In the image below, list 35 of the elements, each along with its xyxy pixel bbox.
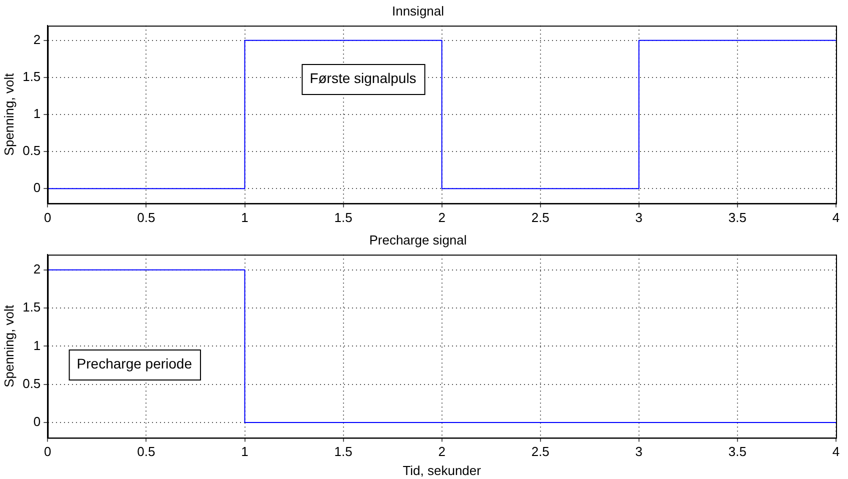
x-tick-label: 0 bbox=[44, 444, 52, 460]
x-tick-label: 0.5 bbox=[137, 444, 156, 460]
x-tick-label: 2.5 bbox=[531, 210, 550, 225]
x-tick-label: 1.5 bbox=[334, 444, 352, 460]
y-tick-label: 0 bbox=[33, 180, 41, 196]
y-tick-label: 2 bbox=[33, 261, 41, 276]
x-tick-label: 2 bbox=[438, 210, 446, 225]
x-tick-label: 0 bbox=[44, 210, 52, 225]
x-tick-label: 1 bbox=[241, 210, 248, 225]
y-tick-label: 1 bbox=[33, 338, 41, 353]
x-tick-label: 2 bbox=[438, 444, 446, 460]
x-tick-label: 2.5 bbox=[531, 444, 550, 460]
y-tick-label: 1 bbox=[33, 106, 41, 122]
y-tick-label: 0.5 bbox=[22, 143, 41, 158]
x-tick-label: 3.5 bbox=[728, 210, 746, 225]
x-tick-label: 1 bbox=[241, 444, 248, 460]
annotation: Precharge periode bbox=[76, 355, 192, 372]
y-tick-label: 0 bbox=[33, 414, 41, 430]
chart-title: Precharge signal bbox=[369, 232, 467, 248]
y-tick-label: 1.5 bbox=[22, 69, 41, 84]
y-axis-title: Spenning, volt bbox=[1, 72, 16, 156]
x-tick-label: 0.5 bbox=[137, 210, 156, 225]
y-tick-label: 2 bbox=[33, 32, 41, 47]
x-tick-label: 1.5 bbox=[334, 210, 352, 225]
annotation: Første signalpuls bbox=[310, 70, 416, 86]
y-axis-title: Spenning, volt bbox=[1, 304, 16, 388]
y-tick-label: 1.5 bbox=[22, 300, 41, 315]
x-tick-label: 3 bbox=[635, 444, 643, 460]
x-tick-label: 3.5 bbox=[728, 444, 746, 460]
x-tick-label: 4 bbox=[832, 210, 840, 225]
chart-title: Innsignal bbox=[392, 3, 444, 18]
x-axis-title: Tid, sekunder bbox=[402, 462, 482, 478]
y-tick-label: 0.5 bbox=[22, 376, 41, 391]
x-tick-label: 4 bbox=[832, 444, 840, 460]
x-tick-label: 3 bbox=[635, 210, 643, 225]
